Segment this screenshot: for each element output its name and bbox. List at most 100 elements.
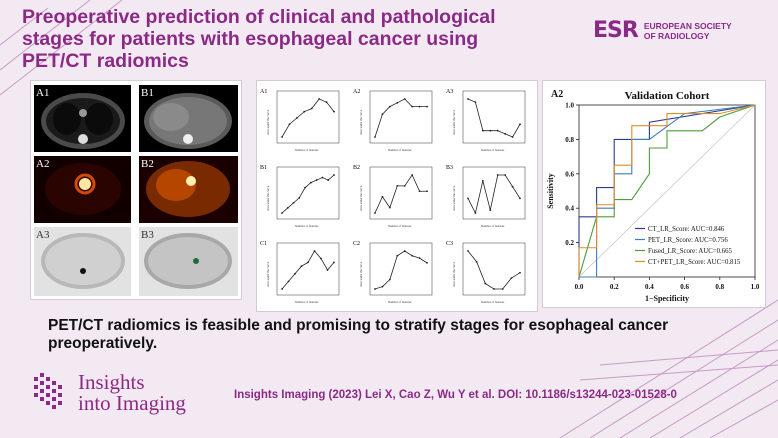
chart-title: Validation Cohort — [625, 90, 710, 102]
feature-plot-point — [281, 136, 283, 138]
feature-plot-xlabel: Number of features — [295, 300, 319, 304]
feature-plot-point — [519, 197, 521, 200]
y-tick-label: 0.8 — [565, 136, 574, 144]
feature-plot-point — [489, 209, 492, 211]
feature-plot-point — [519, 271, 521, 274]
feature-plot-point — [381, 285, 384, 288]
feature-plot-point — [418, 105, 421, 108]
feature-plot-ylabel: Area under the curve — [452, 185, 456, 211]
journal-logo-icon — [34, 373, 62, 409]
chart-panel-label: A2 — [551, 89, 563, 100]
feature-plot-point — [333, 110, 335, 113]
feature-plot-ylabel: Area under the curve — [266, 261, 270, 287]
feature-plot-point — [374, 136, 376, 138]
feature-plot-point — [396, 254, 399, 257]
feature-plot-frame — [462, 242, 526, 296]
feature-plot-point — [403, 184, 406, 187]
reference-diagonal — [578, 104, 756, 278]
feature-plot-point — [374, 288, 376, 290]
feature-plot-point — [396, 101, 399, 104]
image-panel: A1 B1 A2 B2 A3 B3 — [30, 80, 242, 300]
feature-plot-point — [388, 105, 391, 108]
image-label-a1: A1 — [36, 87, 50, 99]
x-tick-label: 0.2 — [610, 283, 619, 291]
feature-plot-label: A3 — [446, 89, 453, 95]
feature-plot-ylabel: Area under the curve — [452, 261, 456, 287]
image-label-a2: A2 — [36, 158, 50, 170]
feature-plot-point — [504, 132, 507, 135]
x-tick-label: 0.6 — [680, 283, 689, 291]
feature-plot-point — [474, 212, 477, 214]
feature-plot-point — [318, 98, 321, 100]
feature-plot-xlabel: Number of features — [388, 224, 412, 228]
image-label-b1: B1 — [141, 87, 154, 99]
feature-plot-xlabel: Number of features — [295, 148, 319, 152]
feature-plot-point — [304, 186, 307, 189]
feature-plot-point — [310, 107, 313, 110]
feature-plots: A1 Area under the curve Number of features… — [260, 89, 526, 304]
feature-plot-point — [504, 174, 507, 176]
feature-plot-frame — [462, 90, 526, 144]
feature-plot-point — [295, 117, 298, 119]
feature-plot-ylabel: Area under the curve — [452, 109, 456, 135]
feature-plot-point — [300, 265, 303, 268]
x-tick-label: 1.0 — [751, 283, 760, 291]
feature-plot-point — [481, 179, 484, 182]
feature-plot-ylabel: Area under the curve — [266, 185, 270, 211]
y-tick-label: 0.4 — [565, 205, 574, 213]
feature-plot-point — [467, 98, 469, 100]
feature-plot-frame — [276, 242, 340, 296]
citation: Insights Imaging (2023) Lei X, Cao Z, Wu… — [234, 389, 677, 401]
feature-plot-point — [320, 257, 322, 260]
esr-mark: ESR — [593, 18, 639, 43]
feature-plot-line — [467, 98, 521, 138]
feature-plot-line — [467, 250, 521, 290]
feature-plot-point — [489, 129, 492, 132]
feature-plot-label: A1 — [260, 89, 267, 95]
x-tick-label: 0.4 — [645, 283, 654, 291]
feature-plot-point — [281, 288, 283, 290]
feature-plot-line — [467, 174, 521, 215]
feature-plot-line — [281, 174, 335, 214]
feature-plot-point — [294, 272, 296, 275]
feature-plot-point — [467, 250, 469, 252]
esr-logo: ESR EUROPEAN SOCIETY OF RADIOLOGY — [593, 18, 732, 43]
feature-plot-label: A2 — [353, 89, 360, 95]
x-tick-label: 0.8 — [715, 283, 724, 291]
conclusion-text: PET/CT radiomics is feasible and promisi… — [48, 317, 669, 352]
y-tick-label: 0.2 — [565, 239, 574, 247]
feature-plot-frame — [276, 166, 340, 220]
feature-plot-label: C3 — [446, 241, 453, 247]
feature-plot-point — [493, 288, 495, 290]
feature-plot-line — [281, 250, 335, 290]
scan-images — [34, 85, 238, 296]
feature-plot-point — [426, 190, 428, 193]
feature-plot-point — [496, 174, 499, 176]
feature-plot-label: C1 — [260, 241, 267, 247]
x-axis-label: 1−Specificity — [645, 294, 689, 303]
feature-plot-point — [411, 254, 414, 257]
feature-plot-point — [313, 250, 316, 252]
legend-label-2: Fused_LR_Score: AUC=0.665 — [648, 248, 732, 255]
feature-plot-point — [287, 280, 290, 283]
feature-plot-frame — [369, 242, 433, 296]
feature-plot-ylabel: Area under the curve — [359, 261, 363, 287]
feature-plot-ylabel: Area under the curve — [266, 109, 270, 135]
feature-plot-point — [374, 212, 376, 214]
feature-plot-point — [381, 113, 384, 116]
feature-plot-label: B2 — [353, 165, 360, 171]
feature-plot-label: B1 — [260, 165, 267, 171]
journal-name-line1: Insights — [78, 370, 145, 394]
feature-plot-label: C2 — [353, 241, 360, 247]
feature-plot-point — [501, 288, 504, 290]
feature-plot-point — [496, 129, 499, 132]
feature-plot-point — [511, 185, 514, 188]
esr-text-line2: OF RADIOLOGY — [643, 30, 710, 41]
feature-plot-point — [481, 129, 484, 132]
feature-plot-point — [388, 206, 391, 209]
y-tick-label: 0.6 — [565, 170, 574, 178]
roc-curve-3 — [578, 104, 756, 277]
feature-plot-point — [298, 196, 301, 199]
feature-plot-ylabel: Area under the curve — [359, 185, 363, 211]
roc-panel: A2 Validation Cohort 0.0 0.2 0.4 0.6 0.8 1.0 0.2… — [542, 80, 766, 308]
